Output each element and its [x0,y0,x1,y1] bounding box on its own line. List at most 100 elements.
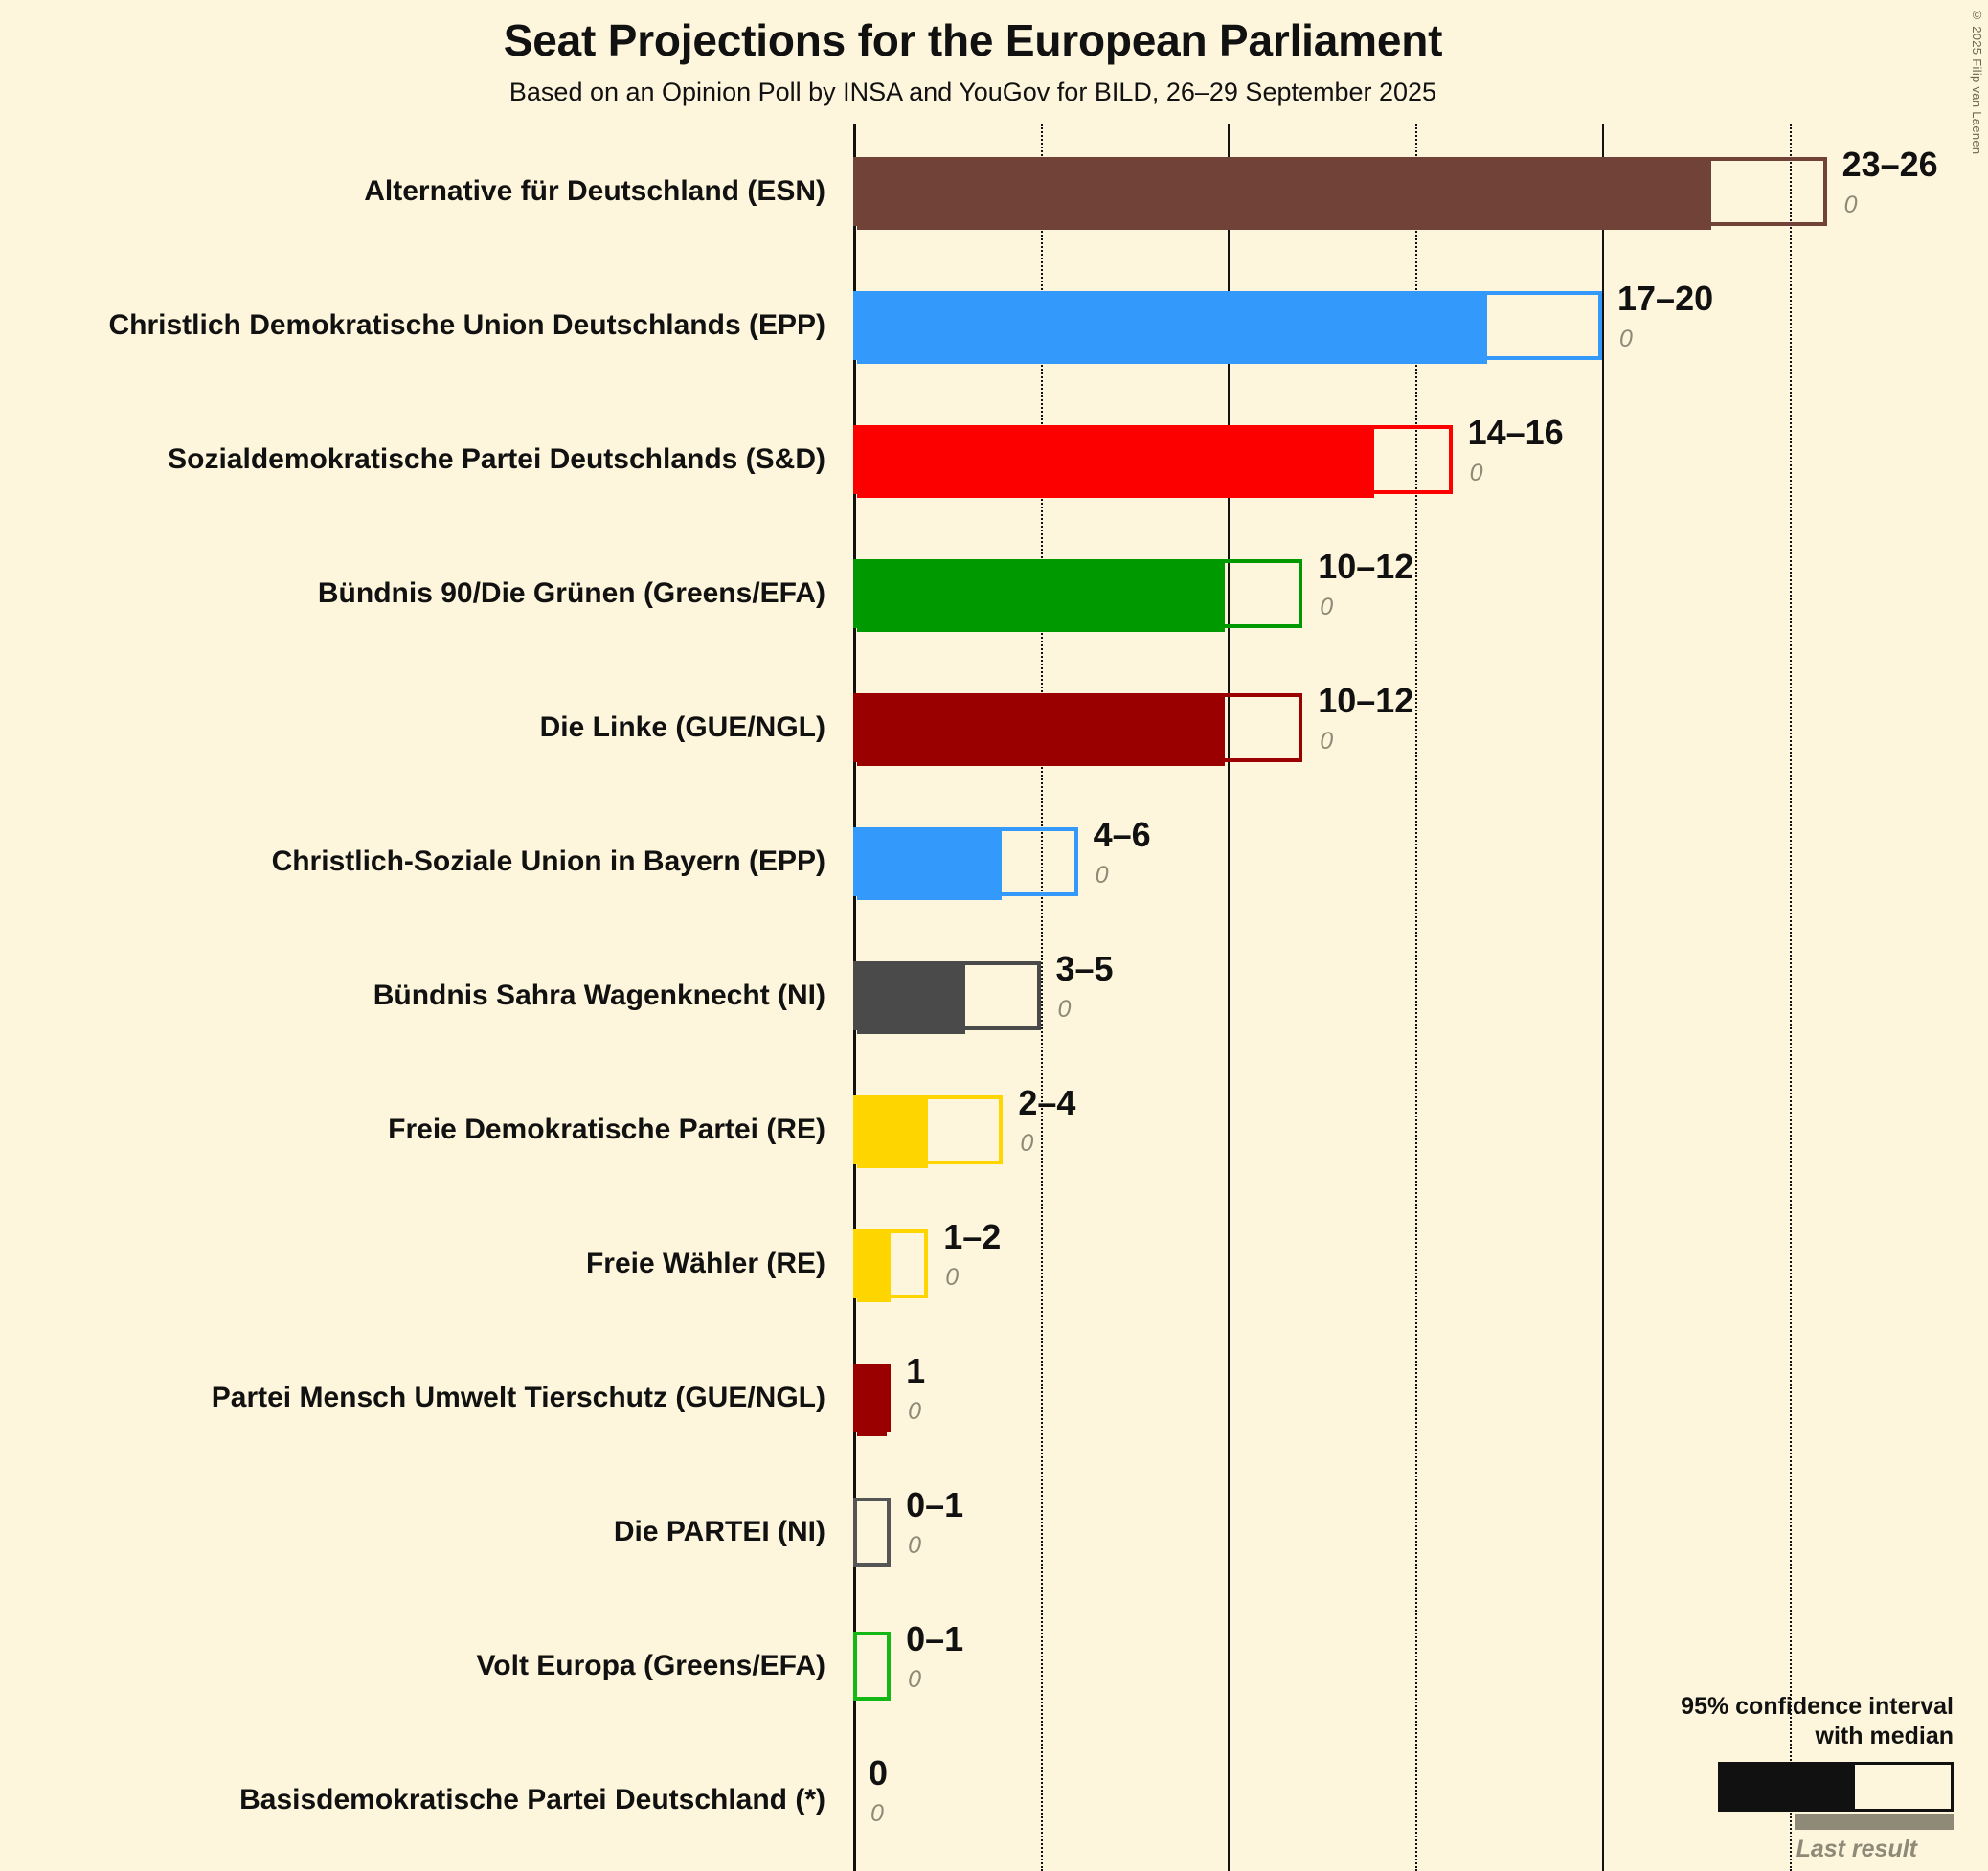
bar-row: Freie Wähler (RE) 1–2 0 [0,1206,1988,1321]
copyright-notice: © 2025 Filip van Laenen [1970,8,1984,155]
party-label: Bündnis 90/Die Grünen (Greens/EFA) [317,577,825,609]
seat-range-label: 10–12 [1318,681,1414,720]
last-result-label: 0 [870,1800,884,1827]
seat-range-label: 10–12 [1318,547,1414,586]
bar-segment-median [928,1099,963,1168]
bar-segment-median [1711,161,1749,230]
last-result-label: 0 [908,1398,921,1425]
bar-segment-lower-bound [857,161,1712,230]
party-label: Christlich Demokratische Union Deutschla… [108,309,826,341]
seat-range-label: 4–6 [1093,815,1151,854]
last-result-label: 0 [1843,192,1858,218]
party-label: Die Linke (GUE/NGL) [539,711,825,743]
seat-range-label: 14–16 [1467,413,1564,452]
last-result-label: 0 [1020,1130,1034,1157]
plot-area: Alternative für Deutschland (ESN) 23–26 0 C… [0,124,1988,1871]
title-block: Seat Projections for the European Parlia… [0,16,1946,106]
confidence-interval-bar[interactable] [853,827,1078,900]
bar-row: Freie Demokratische Partei (RE) 2–4 0 [0,1072,1988,1187]
bar-row: Basisdemokratische Partei Deutschland (*… [0,1743,1988,1858]
legend-segment-median [1855,1765,1914,1809]
bar-segment-lower-bound [857,563,1226,632]
bar-row: Bündnis Sahra Wagenknecht (NI) 3–5 0 [0,938,1988,1053]
bar-row: Alternative für Deutschland (ESN) 23–26 0 [0,134,1988,249]
bar-segment-median [1225,563,1261,632]
confidence-interval-bar[interactable] [853,291,1602,364]
party-label: Volt Europa (Greens/EFA) [476,1650,826,1681]
bar-row: Partei Mensch Umwelt Tierschutz (GUE/NGL… [0,1341,1988,1455]
seat-range-label: 1–2 [943,1217,1002,1256]
last-result-label: 0 [908,1666,921,1693]
bar-row: Bündnis 90/Die Grünen (Greens/EFA) 10–12 0 [0,536,1988,651]
confidence-interval-bar[interactable] [853,559,1303,632]
bar-row: Sozialdemokratische Partei Deutschlands … [0,402,1988,517]
confidence-interval-bar[interactable] [853,1364,892,1436]
legend-last-result-label: Last result [1796,1836,1917,1862]
confidence-interval-bar[interactable] [853,961,1041,1034]
bar-segment-lower-bound [857,831,1003,900]
bar-segment-lower-bound [857,965,965,1034]
bar-segment-upper-bound [1262,697,1299,766]
party-label: Sozialdemokratische Partei Deutschlands … [168,443,825,475]
bar-row: Christlich Demokratische Union Deutschla… [0,268,1988,383]
bar-segment-upper-bound [1749,161,1823,230]
bar-segment-upper-bound [857,1501,887,1570]
legend-title: 95% confidence interval with median [1681,1693,1954,1749]
seat-range-label: 1 [906,1351,926,1390]
party-label: Freie Demokratische Partei (RE) [388,1114,825,1145]
bar-segment-lower-bound [857,697,1226,766]
party-label: Basisdemokratische Partei Deutschland (*… [239,1784,825,1815]
bar-segment-lower-bound [857,1367,888,1436]
bar-segment-lower-bound [857,295,1487,364]
bar-segment-upper-bound [1001,965,1037,1034]
confidence-interval-bar[interactable] [853,1095,1004,1168]
bar-segment-upper-bound [1038,831,1074,900]
bar-segment-upper-bound [891,1233,924,1302]
last-result-label: 0 [1469,460,1483,486]
legend-swatch [1718,1762,1954,1812]
bar-row: Die Linke (GUE/NGL) 10–12 0 [0,670,1988,785]
bar-segment-lower-bound [857,1233,892,1302]
bar-segment-lower-bound [857,1099,929,1168]
party-label: Alternative für Deutschland (ESN) [364,175,825,207]
seat-range-label: 17–20 [1617,279,1714,318]
party-label: Die PARTEI (NI) [613,1516,825,1547]
confidence-interval-bar[interactable] [853,1229,929,1302]
chart-subtitle: Based on an Opinion Poll by INSA and You… [508,77,1437,106]
party-label: Christlich-Soziale Union in Bayern (EPP) [271,845,825,877]
bar-row: Volt Europa (Greens/EFA) 0–1 0 [0,1609,1988,1724]
bar-row: Christlich-Soziale Union in Bayern (EPP)… [0,804,1988,919]
legend: 95% confidence interval with median Last… [1609,1692,1954,1863]
last-result-label: 0 [945,1264,960,1291]
seat-range-label: 2–4 [1018,1083,1076,1122]
confidence-interval-bar[interactable] [853,1498,892,1570]
last-result-label: 0 [1619,326,1633,352]
last-result-label: 0 [1320,728,1334,755]
bar-segment-median [965,965,1002,1034]
bar-segment-median [1374,429,1412,498]
bar-segment-lower-bound [857,429,1375,498]
legend-segment-solid [1721,1765,1855,1809]
bar-segment-upper-bound [963,1099,999,1168]
bar-segment-median [857,1635,887,1704]
last-result-label: 0 [1320,594,1334,620]
bar-row: Die PARTEI (NI) 0–1 0 [0,1475,1988,1589]
seat-range-label: 0 [869,1753,889,1792]
bar-segment-median [1225,697,1261,766]
bar-segment-upper-bound [1412,429,1449,498]
seat-range-label: 0–1 [906,1485,964,1524]
seat-range-label: 3–5 [1055,949,1114,988]
party-label: Freie Wähler (RE) [585,1248,825,1279]
party-label: Bündnis Sahra Wagenknecht (NI) [373,980,825,1011]
party-label: Partei Mensch Umwelt Tierschutz (GUE/NGL… [211,1382,825,1413]
bar-segment-median [1487,295,1525,364]
confidence-interval-bar[interactable] [853,425,1453,498]
confidence-interval-bar[interactable] [853,1632,892,1704]
bar-segment-upper-bound [1525,295,1598,364]
confidence-interval-bar[interactable] [853,693,1303,766]
confidence-interval-bar[interactable] [853,157,1827,230]
last-result-label: 0 [1095,862,1109,889]
legend-segment-upper [1914,1765,1951,1809]
bar-segment-upper-bound [1262,563,1299,632]
